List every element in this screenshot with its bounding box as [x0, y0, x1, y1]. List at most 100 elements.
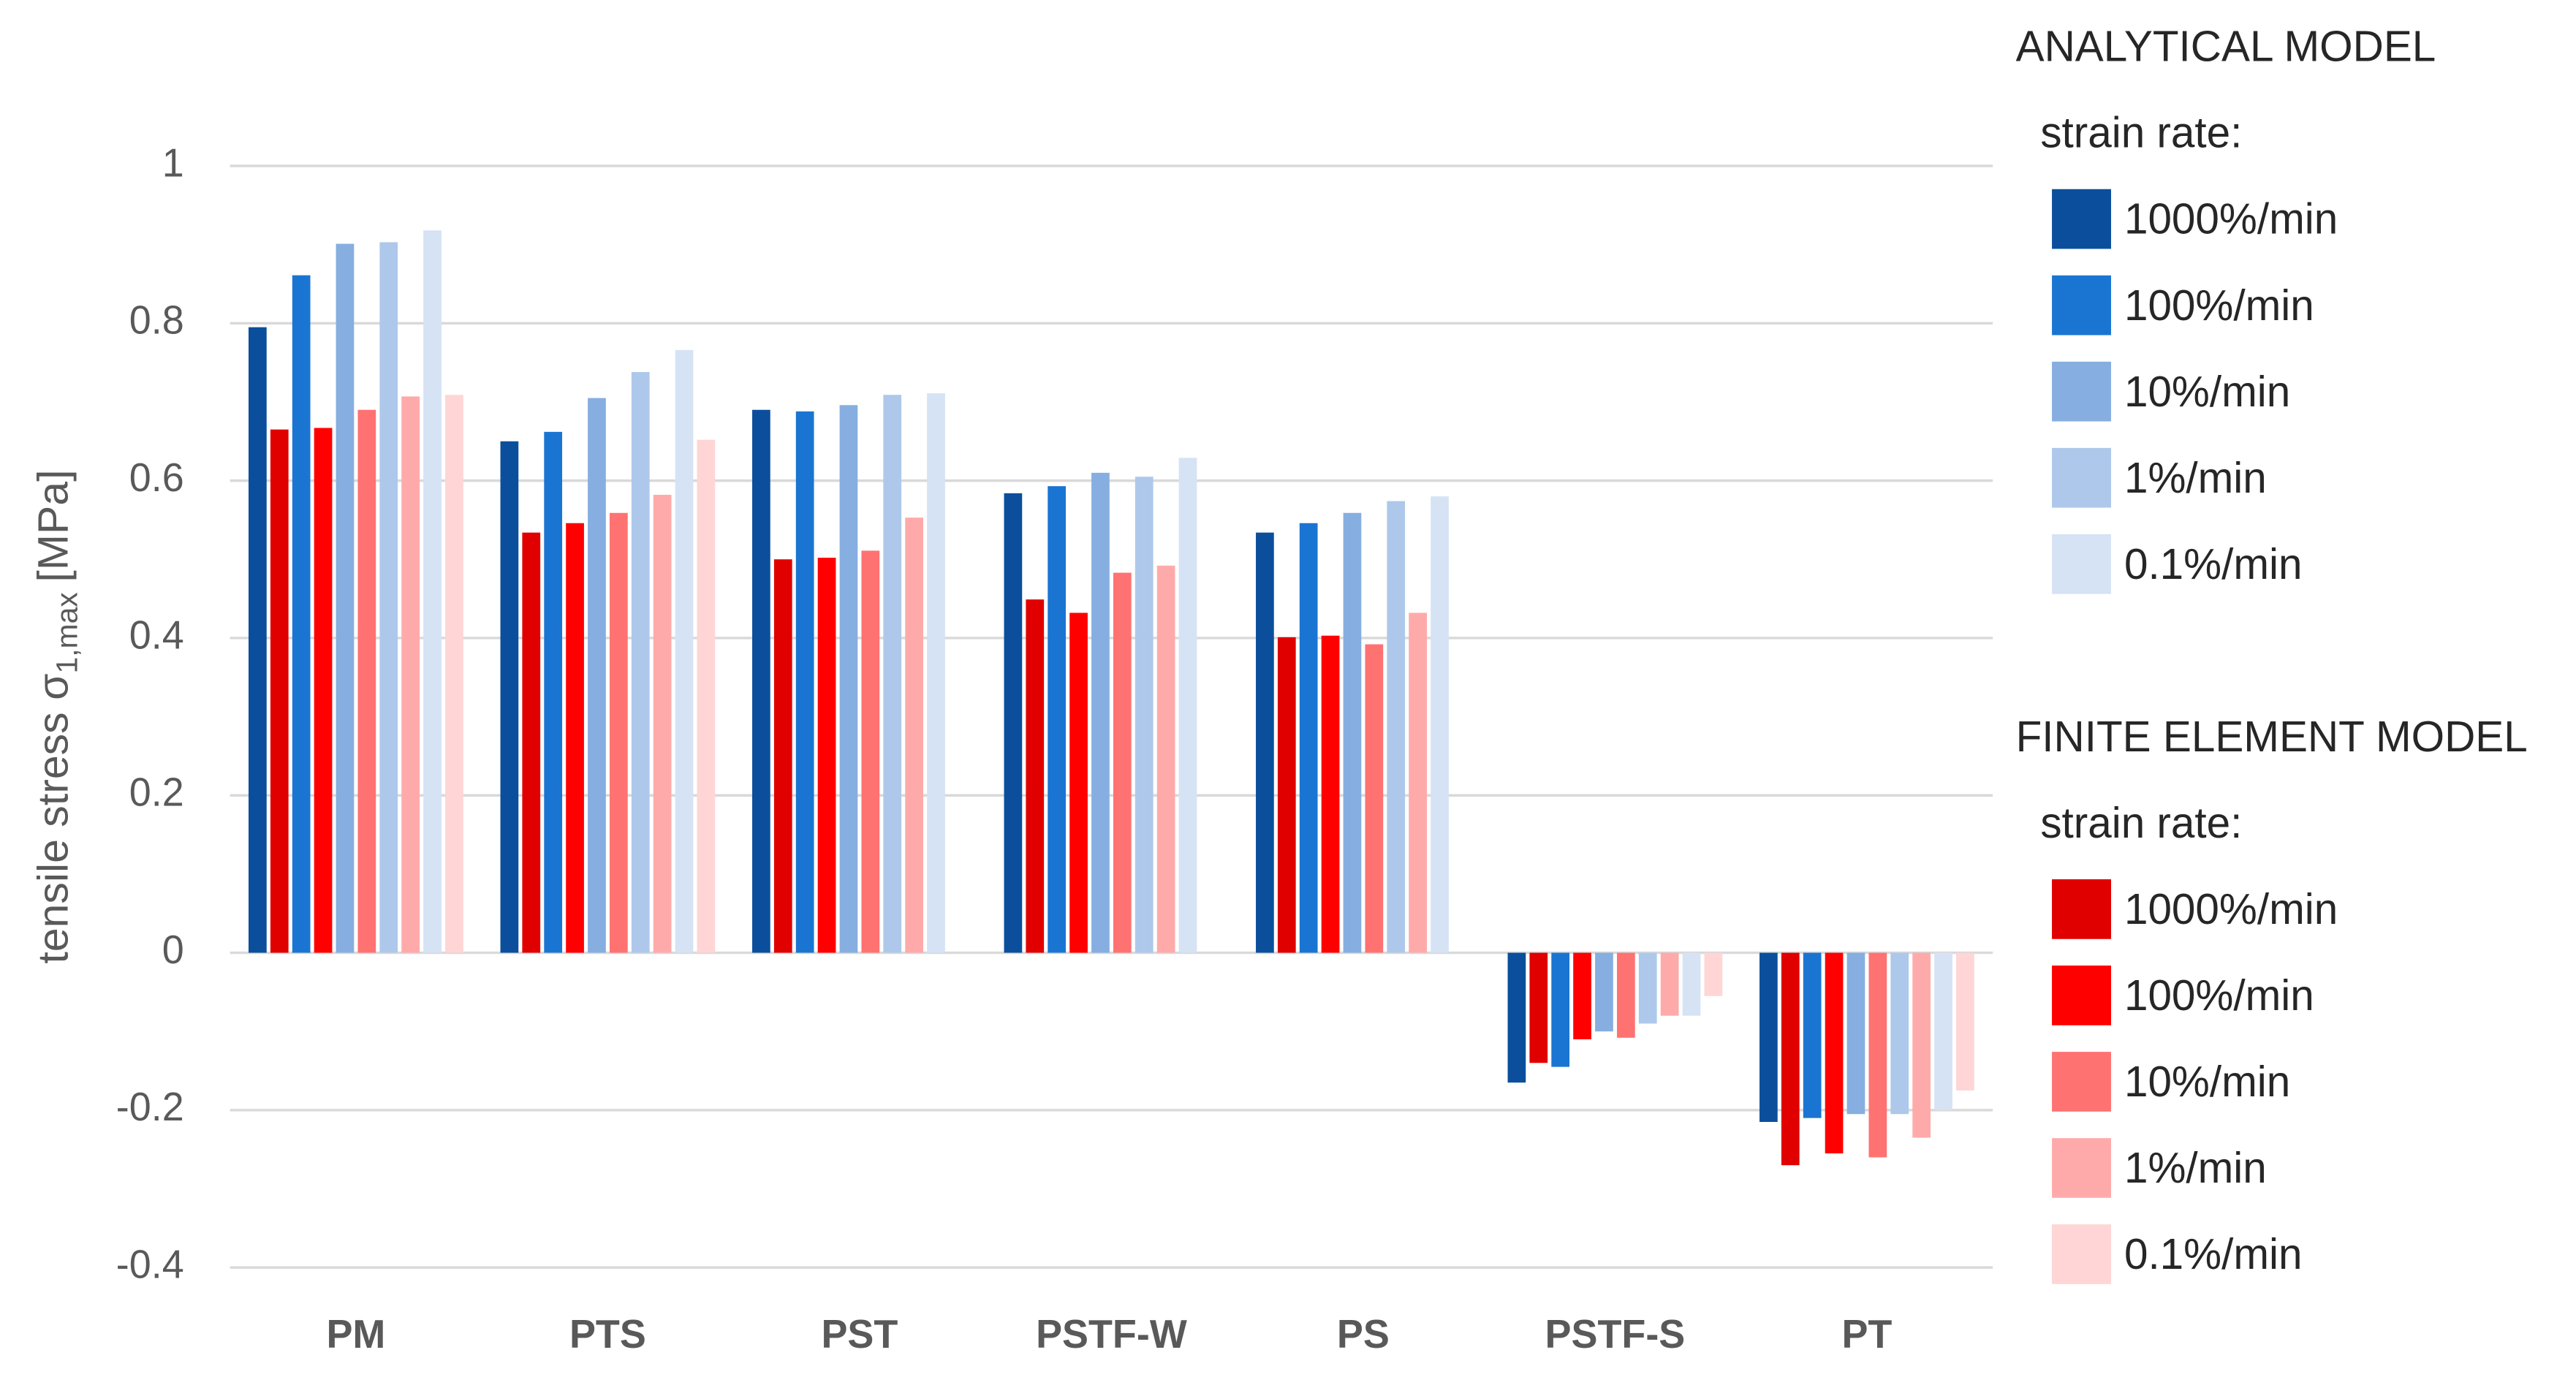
bar: [1387, 501, 1406, 953]
bar: [1299, 523, 1318, 953]
bar: [1507, 952, 1526, 1083]
y-tick-label: 0.2: [129, 770, 184, 814]
bar: [1048, 486, 1067, 953]
bar: [653, 494, 672, 953]
legend-label: 1%/min: [2124, 1145, 2267, 1192]
bar: [1682, 952, 1701, 1016]
bar: [1803, 952, 1822, 1118]
legend-label: 10%/min: [2124, 368, 2290, 416]
bar: [401, 396, 420, 953]
bar: [522, 532, 541, 953]
bar: [905, 517, 923, 953]
bar: [609, 512, 628, 953]
legend-swatch: [2052, 1224, 2111, 1284]
y-tick-label: 0: [162, 928, 184, 972]
bar: [1343, 512, 1362, 953]
x-tick-label: PSTF-S: [1545, 1313, 1686, 1357]
bar: [379, 242, 398, 953]
legend-swatch: [2052, 447, 2111, 508]
bar: [270, 429, 289, 953]
bar: [1825, 952, 1844, 1154]
bar: [631, 372, 650, 953]
x-tick-label: PTS: [569, 1313, 646, 1357]
bar: [1912, 952, 1931, 1138]
bar: [1409, 612, 1427, 953]
bar: [1069, 612, 1088, 953]
bar: [1868, 952, 1887, 1158]
bar: [1704, 952, 1723, 996]
bar: [1156, 565, 1175, 953]
bar: [1178, 458, 1197, 953]
legend-swatch: [2052, 189, 2111, 249]
y-tick-label: 0.4: [129, 613, 184, 657]
bar: [697, 439, 716, 953]
bar: [1091, 472, 1110, 953]
x-tick-label: PT: [1841, 1313, 1892, 1357]
legend-label: 100%/min: [2124, 972, 2314, 1020]
legend-label: 1000%/min: [2124, 886, 2338, 933]
bar: [1595, 952, 1613, 1032]
bar: [1660, 952, 1679, 1016]
bar: [1026, 599, 1045, 953]
bar: [1573, 952, 1591, 1039]
legend-title: ANALYTICAL MODEL: [2016, 23, 2436, 70]
y-tick-label: 0.6: [129, 456, 184, 500]
bar: [423, 230, 442, 953]
bar: [1431, 496, 1449, 953]
bar: [773, 559, 792, 953]
bar: [445, 395, 463, 953]
legend-label: 1000%/min: [2124, 195, 2338, 243]
y-tick-label: 0.8: [129, 298, 184, 342]
y-tick-label: -0.2: [116, 1085, 184, 1129]
legend-label: 0.1%/min: [2124, 1231, 2303, 1278]
bar: [752, 409, 770, 953]
legend-swatch: [2052, 534, 2111, 594]
bar: [1529, 952, 1548, 1063]
x-tick-label: PS: [1337, 1313, 1390, 1357]
bar: [1256, 532, 1274, 953]
legend-subtitle: strain rate:: [2040, 800, 2242, 847]
bar: [1846, 952, 1865, 1115]
bar: [1321, 635, 1340, 953]
x-tick-label: PST: [821, 1313, 898, 1357]
bar: [1277, 637, 1296, 953]
bar: [1004, 493, 1023, 953]
bar: [1365, 644, 1384, 953]
bar: [357, 409, 376, 953]
x-tick-label: PSTF-W: [1036, 1313, 1187, 1357]
legend-swatch: [2052, 966, 2111, 1025]
bar: [1551, 952, 1570, 1067]
bar: [249, 327, 267, 953]
bar: [795, 411, 814, 953]
y-axis-label: tensile stress σ1,max [MPa]: [29, 470, 83, 964]
legend-swatch: [2052, 879, 2111, 939]
bar: [1134, 477, 1153, 953]
bar: [292, 275, 311, 953]
y-label-subscript: 1,max: [50, 592, 83, 673]
bar: [883, 395, 902, 953]
bar: [817, 558, 836, 953]
bar: [1934, 952, 1952, 1110]
bar: [500, 441, 519, 953]
legend-subtitle: strain rate:: [2040, 109, 2242, 156]
bar: [588, 398, 606, 953]
bar: [861, 550, 880, 953]
bar: [1616, 952, 1635, 1038]
bar: [1113, 572, 1132, 953]
legend-label: 10%/min: [2124, 1058, 2290, 1106]
legend-label: 100%/min: [2124, 282, 2314, 330]
bar: [544, 431, 563, 953]
bar: [675, 349, 694, 953]
bar: [336, 243, 355, 953]
bar: [1890, 952, 1909, 1115]
bar: [1781, 952, 1800, 1166]
legend-swatch: [2052, 361, 2111, 422]
legend-swatch: [2052, 275, 2111, 335]
bar: [1638, 952, 1657, 1024]
bar: [927, 393, 945, 953]
bar: [839, 405, 858, 953]
y-label-text: tensile stress σ: [29, 673, 77, 963]
bar: [314, 428, 333, 953]
bar: [1956, 952, 1974, 1090]
y-label-unit: [MPa]: [29, 470, 77, 583]
